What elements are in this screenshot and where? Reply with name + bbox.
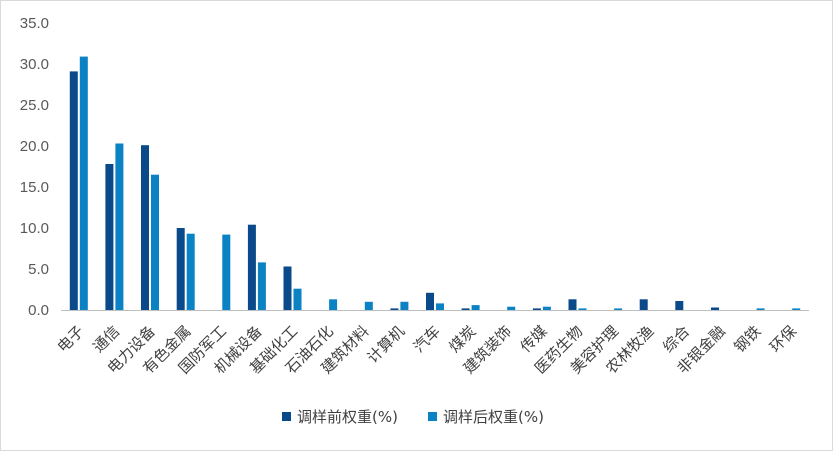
bar-before-5 [247,224,256,310]
bar-after-4 [222,234,231,310]
bar-before-3 [176,228,185,310]
bar-after-6 [293,288,302,310]
bar-after-1 [115,143,124,310]
bar-after-12 [507,306,516,310]
bar-before-14 [568,299,577,310]
bar-after-8 [364,301,373,310]
bar-before-11 [461,308,470,310]
bar-after-10 [436,303,444,310]
bar-after-9 [400,301,409,310]
y-tick-label: 10.0 [20,220,49,237]
x-category-label: 电子 [54,322,88,356]
y-tick-label: 5.0 [28,261,49,278]
legend: 调样前权重(%) 调样后权重(%) [282,408,544,426]
bar-after-0 [79,56,88,310]
y-tick-label: 20.0 [20,138,49,155]
bar-after-11 [471,305,480,310]
legend-swatch-after [428,412,437,421]
bar-before-1 [105,164,114,310]
bar-before-10 [426,292,434,310]
bar-after-3 [186,233,195,310]
y-tick-label: 35.0 [20,15,49,32]
bar-before-17 [675,301,684,310]
x-category-label: 环保 [766,322,800,356]
bar-before-16 [639,299,648,310]
bar-before-6 [283,266,292,310]
bar-after-19 [756,308,765,310]
bar-after-20 [792,308,801,310]
bars-group [69,56,801,311]
bar-after-13 [542,306,551,310]
y-tick-label: 25.0 [20,97,49,114]
bar-before-0 [69,71,78,311]
legend-label-after: 调样后权重(%) [443,408,544,426]
bar-before-13 [532,308,541,310]
y-tick-label: 30.0 [20,56,49,73]
x-category-label: 汽车 [410,322,444,356]
bar-after-14 [578,308,587,310]
bar-after-7 [329,299,338,310]
bar-before-9 [390,308,399,310]
y-tick-label: 15.0 [20,179,49,196]
y-axis: 0.0 5.0 10.0 15.0 20.0 25.0 30.0 35.0 [20,15,49,319]
legend-swatch-before [282,412,291,421]
bar-before-18 [711,307,719,310]
bar-after-2 [151,174,159,310]
y-tick-label: 0.0 [28,302,49,319]
legend-label-before: 调样前权重(%) [297,408,398,426]
bar-after-15 [614,308,623,310]
bar-after-5 [257,262,266,310]
x-category-label: 计算机 [364,322,409,367]
bar-before-2 [141,145,149,310]
x-category-label: 钢铁 [730,322,764,356]
